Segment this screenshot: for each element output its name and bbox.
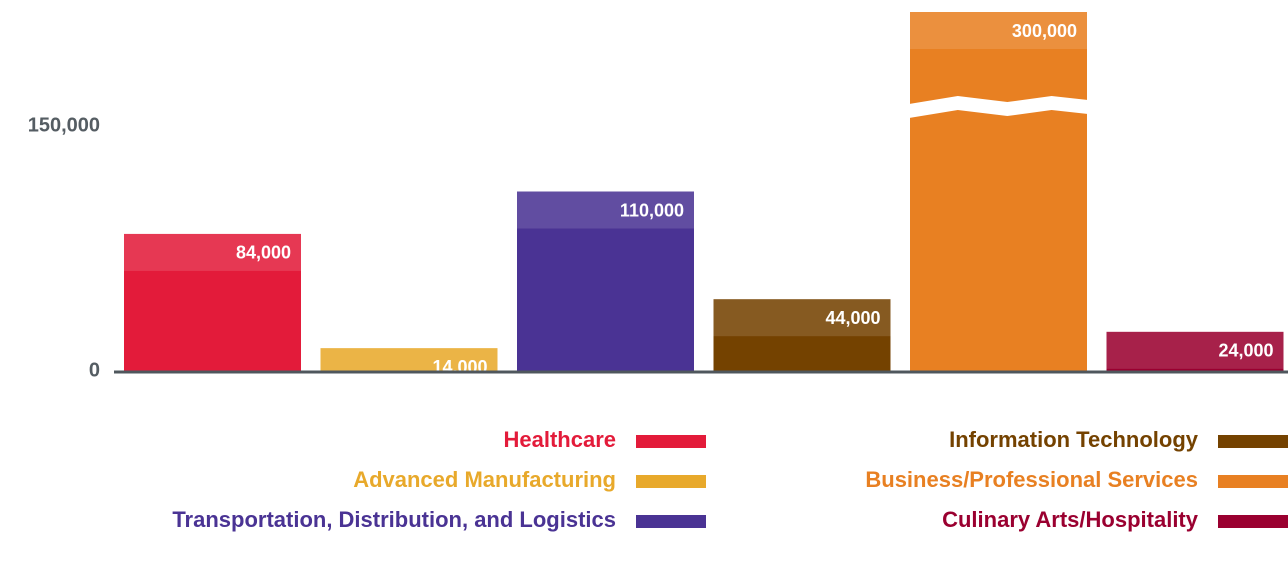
legend-label: Advanced Manufacturing xyxy=(353,467,616,492)
legend-swatch xyxy=(636,515,706,528)
value-label: 110,000 xyxy=(620,200,684,220)
bar-cap xyxy=(320,348,498,386)
y-tick-label: 0 xyxy=(89,359,100,381)
value-label: 24,000 xyxy=(1218,341,1273,361)
legend-swatch xyxy=(1218,475,1288,488)
value-label: 14,000 xyxy=(432,357,487,377)
bar xyxy=(517,191,694,371)
legend-swatch xyxy=(1218,435,1288,448)
legend-swatch xyxy=(1218,515,1288,528)
value-label: 44,000 xyxy=(825,308,880,328)
bar-cap xyxy=(713,299,891,337)
bar xyxy=(910,12,1087,371)
bar-cap xyxy=(910,12,1087,49)
value-label: 84,000 xyxy=(236,243,291,263)
legend-label: Information Technology xyxy=(949,427,1199,452)
bar-cap xyxy=(517,191,694,229)
value-label: 300,000 xyxy=(1012,21,1077,41)
legend-label: Business/Professional Services xyxy=(865,467,1198,492)
legend-label: Healthcare xyxy=(503,427,616,452)
bar xyxy=(713,299,891,371)
bar xyxy=(1106,331,1284,371)
bar-cap xyxy=(1106,331,1284,369)
y-tick-label: 150,000 xyxy=(28,115,100,137)
axis-break xyxy=(909,96,1088,118)
bar xyxy=(124,233,301,371)
legend-swatch xyxy=(636,435,706,448)
bar-cap xyxy=(124,233,301,271)
legend-label: Transportation, Distribution, and Logist… xyxy=(172,507,616,532)
bar xyxy=(320,348,498,371)
legend-swatch xyxy=(636,475,706,488)
legend-label: Culinary Arts/Hospitality xyxy=(942,507,1199,532)
